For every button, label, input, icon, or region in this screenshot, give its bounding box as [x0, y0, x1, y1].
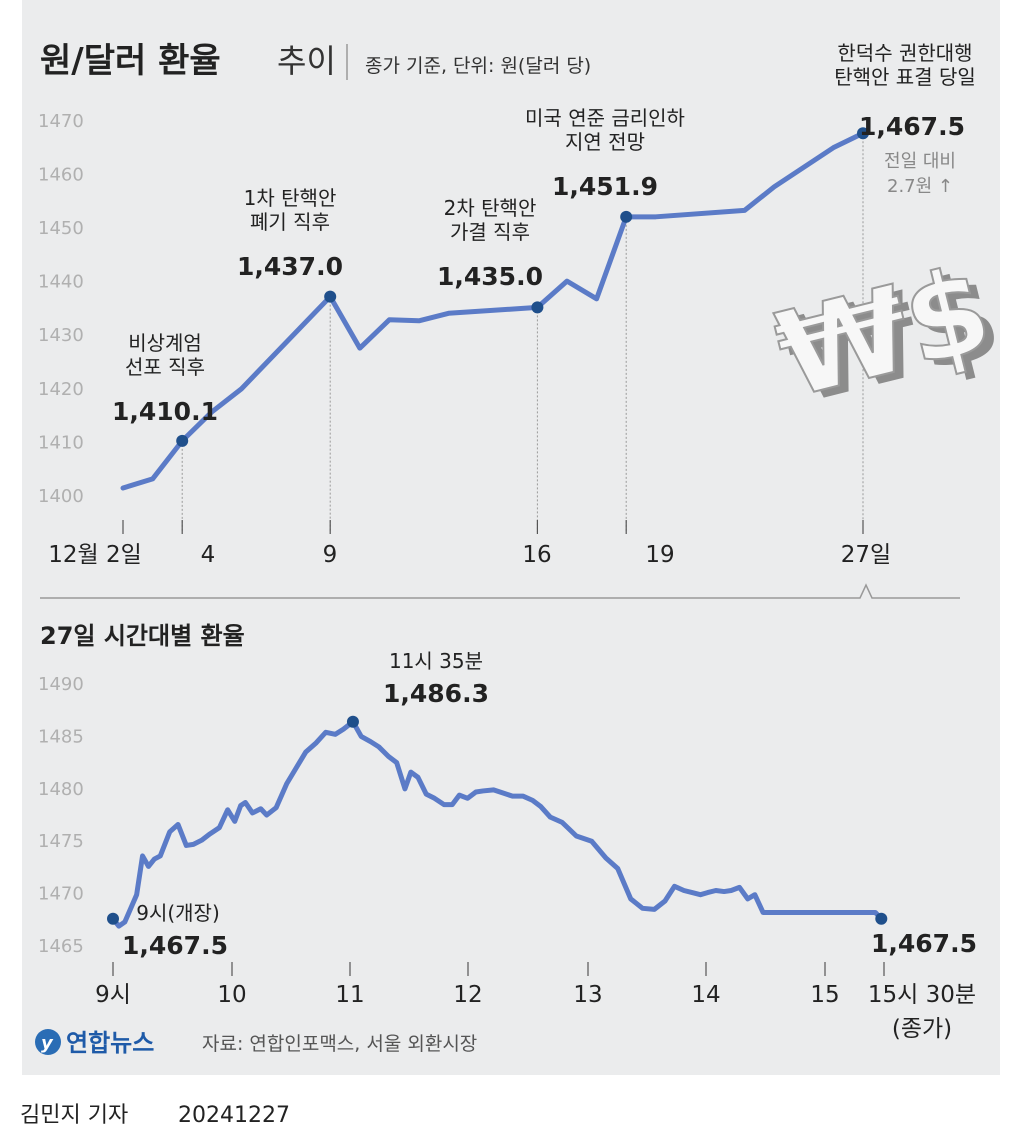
- top-y-axis: 1400 1410 1420 1430 1440 1450 1460 1470: [38, 111, 84, 507]
- y-tick-label: 1410: [38, 432, 84, 453]
- annotation-label: 9시(개장): [136, 901, 220, 925]
- svg-text:y: y: [41, 1033, 54, 1054]
- annotation-label: 2차 탄핵안 가결 직후: [444, 196, 537, 244]
- x-tick-label: 15: [810, 982, 839, 1008]
- x-tick-label: 14: [691, 982, 720, 1008]
- x-tick-label: 19: [645, 542, 674, 568]
- annotation-value: 1,486.3: [383, 679, 489, 708]
- x-tick-label: 9시: [95, 982, 131, 1008]
- page-title-suffix: 추이: [277, 42, 336, 80]
- x-tick-label: 15시 30분 (종가): [868, 982, 976, 1042]
- annotation-value: 1,451.9: [552, 172, 658, 201]
- bottom-chart-title: 27일 시간대별 환율: [40, 622, 245, 650]
- won-dollar-symbols: ₩$ ₩$: [763, 238, 1013, 430]
- top-chart: 1400 1410 1420 1430 1440 1450 1460 1470 12월 2일 4…: [38, 41, 976, 568]
- data-point: [324, 290, 337, 303]
- y-tick-label: 1450: [38, 218, 84, 239]
- yonhap-logo-icon: [35, 1029, 61, 1055]
- data-point: [176, 434, 189, 447]
- svg-text:₩$: ₩$: [764, 239, 1003, 424]
- annotation-value: 1,437.0: [237, 252, 343, 281]
- bottom-annotations: 9시(개장) 1,467.5 11시 35분 1,486.3 1,467.5: [122, 649, 977, 960]
- bottom-points: [107, 715, 888, 925]
- y-tick-label: 1420: [38, 379, 84, 400]
- top-guide-lines: [122, 133, 864, 534]
- x-tick-label: 10: [217, 982, 246, 1008]
- annotation-value: 1,467.5: [122, 931, 228, 960]
- annotation-label: 한덕수 권한대행 탄핵안 표결 당일: [834, 41, 976, 89]
- data-point: [346, 715, 359, 728]
- footer-area: [0, 1075, 1013, 1145]
- data-point: [107, 912, 119, 925]
- bottom-chart: 1465 1470 1475 1480 1485 1490 9시 10 11 12 13 14 15 1…: [38, 649, 977, 1042]
- x-tick-label: 12월 2일: [48, 542, 142, 568]
- data-point: [620, 210, 633, 223]
- top-annotations: 비상계엄 선포 직후 1,410.1 1차 탄핵안 폐기 직후 1,437.0 2차 탄핵안…: [112, 41, 976, 426]
- page-subtitle: 종가 기준, 단위: 원(달러 당): [365, 55, 591, 77]
- x-tick-label: 9: [323, 542, 338, 568]
- annotation-note: 전일 대비 2.7원 ↑: [884, 151, 956, 197]
- bottom-y-axis: 1465 1470 1475 1480 1485 1490: [38, 674, 84, 957]
- y-tick-label: 1475: [38, 831, 84, 852]
- annotation-value: 1,410.1: [112, 397, 218, 426]
- x-tick-label: 11: [335, 982, 364, 1008]
- top-x-axis: 12월 2일 4 9 16 19 27일: [48, 542, 891, 568]
- x-tick-label: 12: [453, 982, 482, 1008]
- data-point: [857, 127, 869, 140]
- y-tick-label: 1430: [38, 325, 84, 346]
- yonhap-logo-text: 연합뉴스: [66, 1029, 154, 1057]
- bottom-series-line: [110, 719, 884, 929]
- annotation-label: 비상계엄 선포 직후: [125, 331, 205, 379]
- y-tick-label: 1480: [38, 779, 84, 800]
- annotation-label: 11시 35분: [389, 649, 483, 673]
- bottom-x-axis: 9시 10 11 12 13 14 15 15시 30분 (종가): [95, 962, 976, 1042]
- source-text: 자료: 연합인포맥스, 서울 외환시장: [202, 1033, 477, 1055]
- y-tick-label: 1400: [38, 486, 84, 507]
- x-tick-label: 4: [201, 542, 216, 568]
- top-series-line: [120, 130, 866, 491]
- chart-panel: [22, 0, 1000, 1075]
- y-tick-label: 1470: [38, 884, 84, 905]
- y-tick-label: 1440: [38, 272, 84, 293]
- annotation-label: 1차 탄핵안 폐기 직후: [244, 186, 337, 234]
- annotation-value: 1,467.5: [859, 112, 965, 141]
- y-tick-label: 1465: [38, 936, 84, 957]
- data-point: [875, 912, 888, 925]
- y-tick-label: 1470: [38, 111, 84, 132]
- publish-date: 20241227: [178, 1103, 290, 1128]
- y-tick-label: 1485: [38, 726, 84, 747]
- x-tick-label: 16: [522, 542, 551, 568]
- reporter-name: 김민지 기자: [20, 1103, 128, 1128]
- annotation-value: 1,467.5: [871, 929, 977, 958]
- x-tick-label: 13: [573, 982, 602, 1008]
- y-tick-label: 1490: [38, 674, 84, 695]
- y-tick-label: 1460: [38, 164, 84, 185]
- chart-divider: [40, 583, 960, 599]
- yonhap-logo: y 연합뉴스: [35, 1029, 154, 1057]
- page-title: 원/달러 환율: [40, 41, 221, 81]
- data-point: [531, 301, 544, 314]
- x-tick-label: 27일: [841, 542, 891, 568]
- annotation-label: 미국 연준 금리인하 지연 전망: [525, 106, 685, 154]
- top-points: [176, 127, 869, 447]
- annotation-value: 1,435.0: [437, 262, 543, 291]
